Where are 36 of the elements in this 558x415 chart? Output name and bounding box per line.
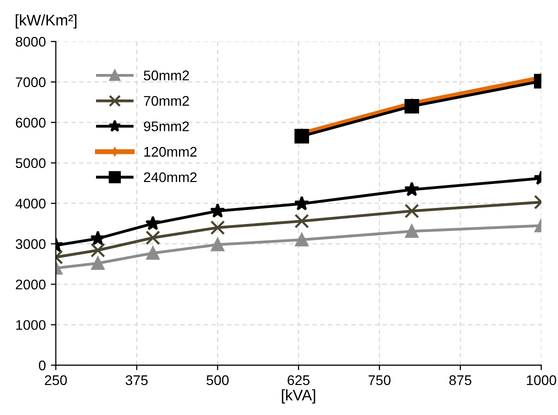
- legend-label: 95mm2: [144, 121, 189, 132]
- point: [294, 128, 310, 144]
- point: [210, 203, 226, 218]
- point: [211, 238, 224, 252]
- point: [295, 233, 308, 246]
- x-tick-label: 625: [288, 375, 310, 386]
- point: [91, 256, 104, 270]
- point: [90, 242, 106, 258]
- point: [90, 230, 106, 246]
- x-tick-label: 250: [44, 375, 67, 386]
- legend-label: 50mm2: [144, 70, 189, 80]
- point: [294, 214, 310, 228]
- x-tick-label: 500: [206, 375, 229, 386]
- y-tick-label: 8000: [16, 36, 46, 47]
- y-tick-label: 7000: [16, 77, 46, 88]
- point: [146, 230, 160, 246]
- y-tick-label: 6000: [16, 118, 46, 128]
- y-axis-title: [kW/Km²]: [16, 14, 76, 29]
- x-tick-label: 750: [368, 375, 390, 386]
- y-tick-label: 2000: [16, 280, 46, 290]
- point: [146, 246, 160, 260]
- x-axis-title: [kVA]: [282, 389, 316, 404]
- point: [145, 216, 161, 230]
- point: [294, 196, 310, 210]
- x-tick-label: 375: [126, 375, 148, 386]
- x-tick-label: 1000: [526, 375, 556, 386]
- x-tick-label: 875: [449, 375, 472, 386]
- y-tick-label: 3000: [16, 239, 46, 249]
- y-tick-label: 5000: [16, 158, 46, 168]
- legend-label: 240mm2: [144, 172, 197, 182]
- legend-label: 70mm2: [144, 96, 189, 106]
- y-tick-label: 0: [38, 360, 46, 370]
- y-tick-label: 4000: [16, 198, 46, 209]
- legend-label: 120mm2: [144, 146, 197, 157]
- y-tick-label: 1000: [16, 320, 46, 330]
- point: [210, 220, 225, 235]
